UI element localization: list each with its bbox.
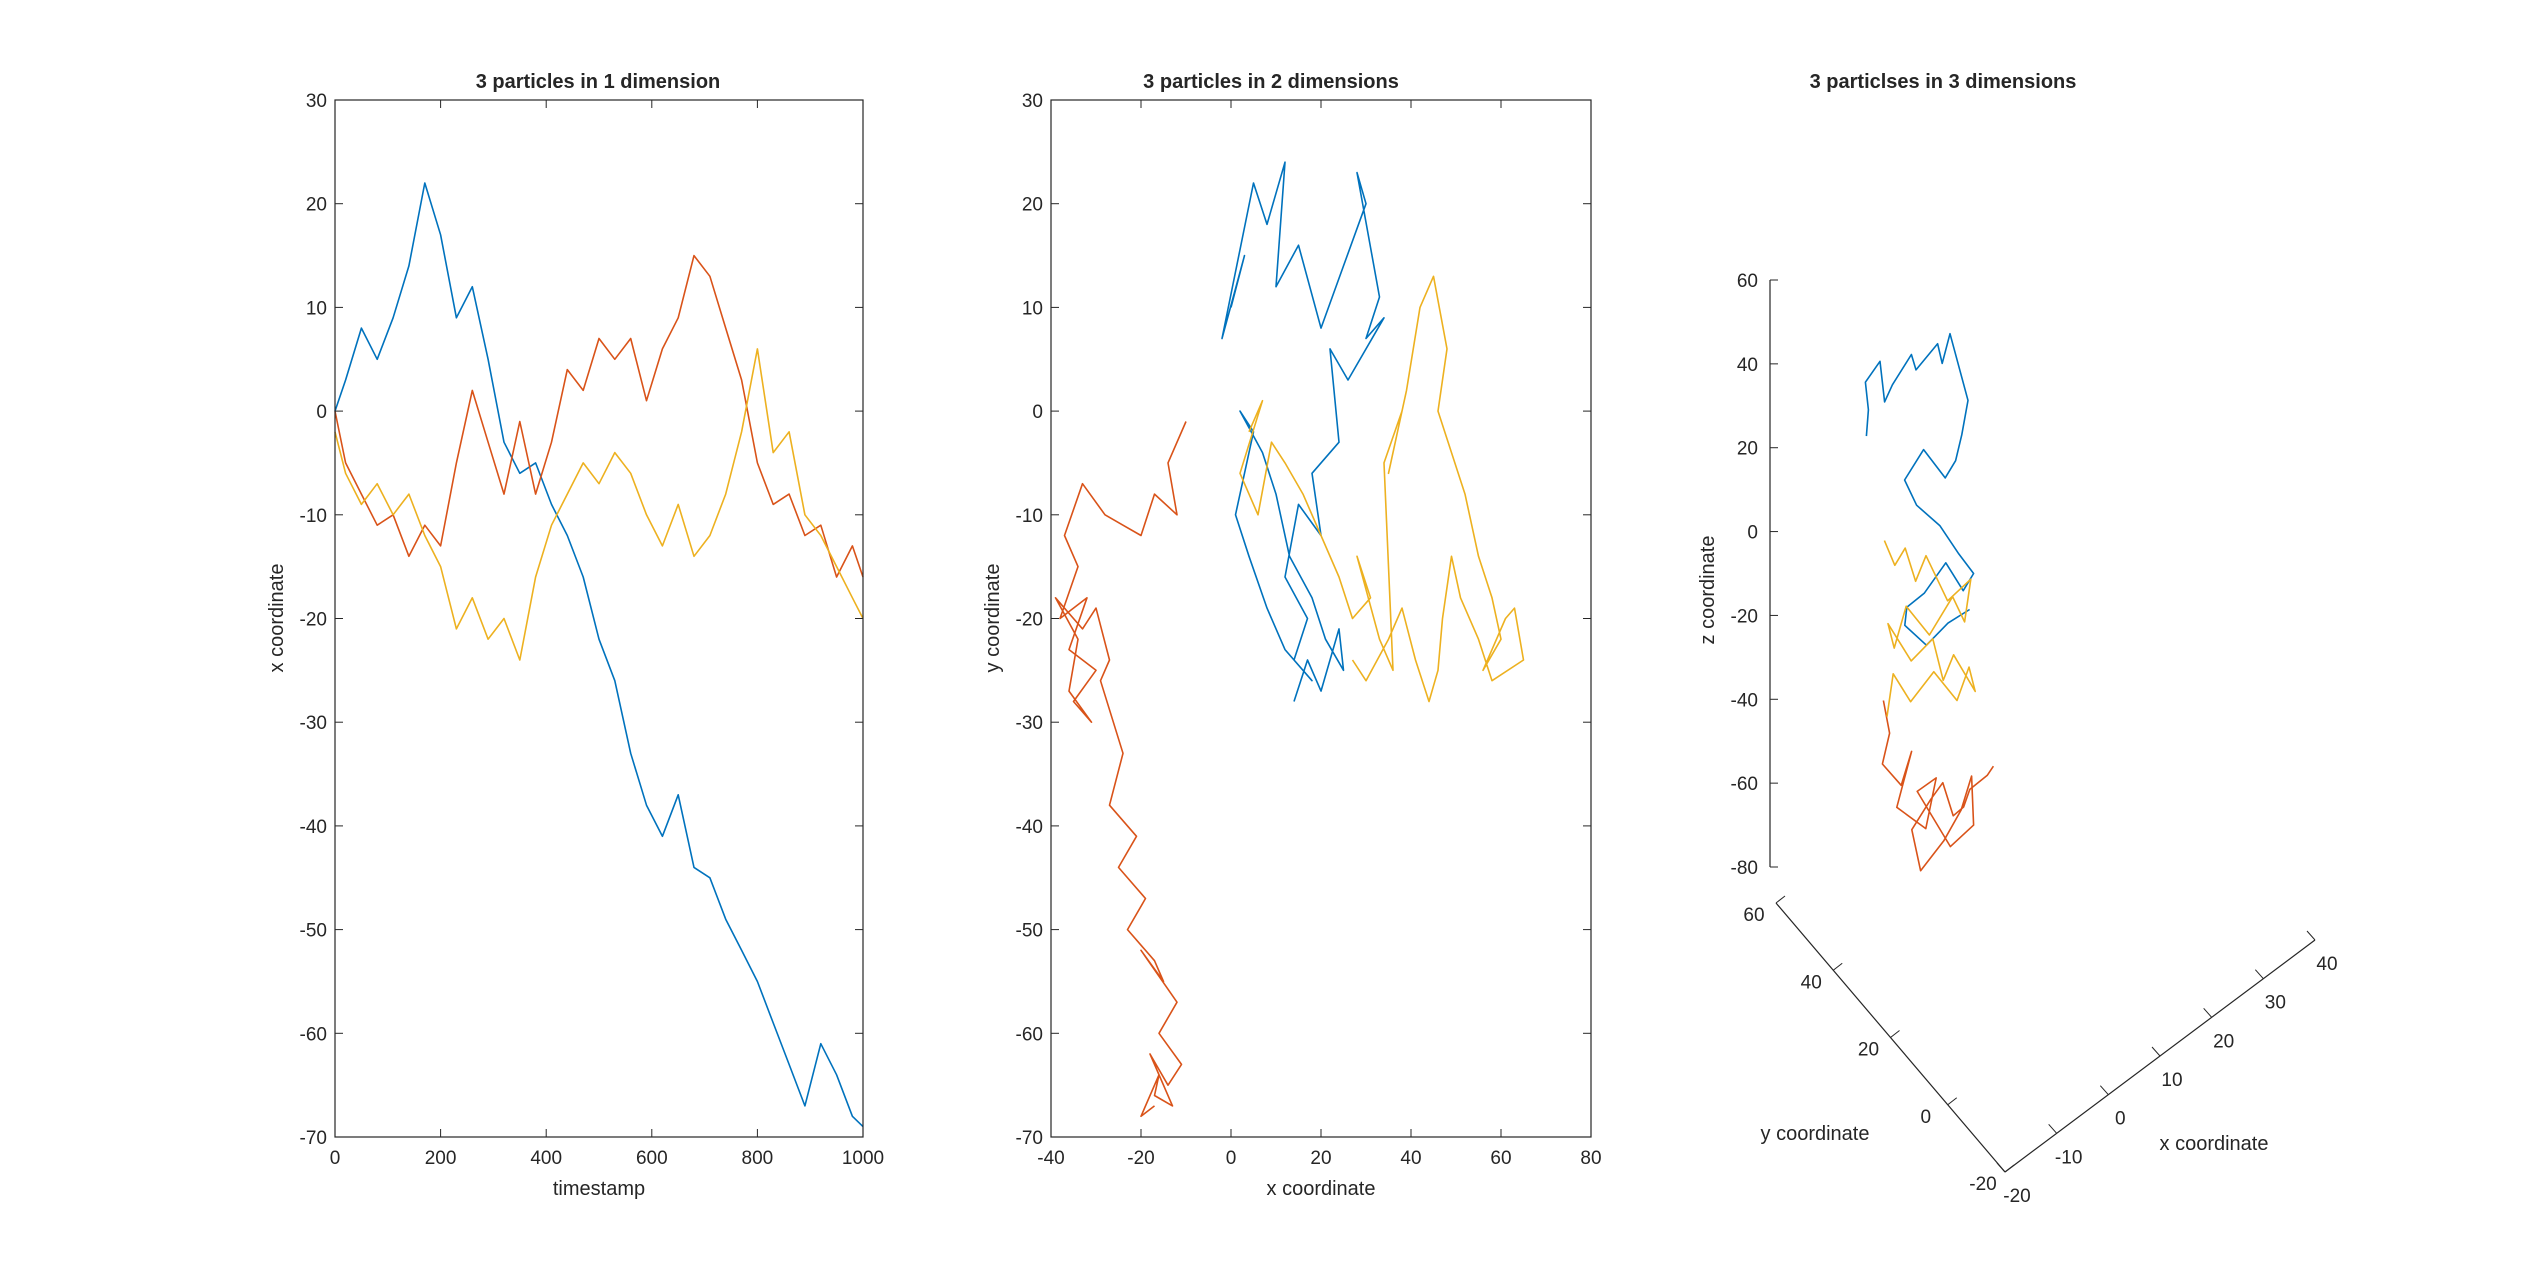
y-tick-mark: [1775, 895, 1786, 904]
z-tick-label: -60: [1731, 774, 1758, 795]
z-tick-label: -80: [1731, 858, 1758, 879]
y-tick-mark: [1832, 962, 1843, 971]
y-tick-label: 60: [1743, 905, 1764, 926]
subplot-3d-plot-area: [1864, 332, 1995, 872]
subplot-2d-x-ticks: -40 -20 0 20 40 60 80: [1037, 100, 1602, 1169]
subplot-2d-title: 3 particles in 2 dimensions: [1143, 71, 1399, 93]
x-tick-label: 0: [2115, 1109, 2126, 1130]
y-tick-label: -50: [1016, 921, 1043, 942]
x-tick-label: 40: [1400, 1148, 1421, 1169]
y-tick-mark: [1890, 1030, 1900, 1038]
y-tick-label: 20: [1022, 195, 1043, 216]
y-tick-label: -40: [1016, 817, 1043, 838]
x-tick-mark: [2254, 969, 2264, 979]
series-line-3d-1: [1864, 332, 1975, 647]
subplot-3d-z-label: z coordinate: [1697, 536, 1719, 645]
z-tick-label: -40: [1731, 690, 1758, 711]
x-tick-label: 40: [2316, 954, 2337, 975]
subplot-1d-y-ticks: -70 -60 -50 -40 -30 -20 -10 0 10 20 30: [300, 91, 863, 1149]
y-tick-label: 30: [1022, 91, 1043, 112]
y-tick-label: -10: [300, 506, 327, 527]
y-tick-label: -20: [1016, 610, 1043, 631]
y-tick-label: -60: [300, 1024, 327, 1045]
subplot-3d-title: 3 particlses in 3 dimensions: [1810, 71, 2077, 93]
x-tick-label: 20: [2213, 1031, 2234, 1052]
x-tick-mark: [2203, 1008, 2213, 1018]
y-tick-label: -70: [300, 1128, 327, 1149]
x-tick-label: 20: [1310, 1148, 1331, 1169]
x-tick-label: 400: [530, 1148, 562, 1169]
x-tick-label: 80: [1580, 1148, 1601, 1169]
z-tick-label: 60: [1737, 271, 1758, 292]
y-tick-label: 10: [306, 298, 327, 319]
x-tick-label: -10: [2055, 1147, 2082, 1168]
subplot-2d-y-ticks: -70 -60 -50 -40 -30 -20 -10 0 10 20 30: [1016, 91, 1591, 1149]
subplot-1d-title: 3 particles in 1 dimension: [476, 71, 721, 93]
x-tick-mark: [2151, 1046, 2161, 1057]
z-tick-label: 0: [1747, 523, 1758, 544]
y-tick-label: -60: [1016, 1024, 1043, 1045]
y-tick-mark: [1947, 1097, 1958, 1106]
y-tick-label: 0: [1920, 1107, 1931, 1128]
x-tick-label: 10: [2161, 1070, 2182, 1091]
x-tick-label: 60: [1490, 1148, 1511, 1169]
x-tick-mark: [2306, 930, 2316, 941]
subplot-2d: 3 particles in 2 dimensions -40 -20 0 20 40 6…: [982, 71, 1602, 1200]
y-tick-label: -20: [1969, 1174, 1996, 1195]
x-tick-label: 30: [2265, 993, 2286, 1014]
subplot-1d-x-label: timestamp: [553, 1178, 645, 1200]
series-line-1: [334, 182, 864, 1128]
y-tick-label: -30: [300, 713, 327, 734]
subplot-3d-x-label: x coordinate: [2160, 1133, 2269, 1155]
y-tick-label: 0: [316, 402, 327, 423]
subplot-3d-y-label: y coordinate: [1761, 1123, 1870, 1145]
series-line-2: [334, 254, 864, 578]
subplot-1d-plot-area: [334, 182, 864, 1128]
y-tick-label: -30: [1016, 713, 1043, 734]
y-tick-label: -70: [1016, 1128, 1043, 1149]
subplot-3d: 3 particlses in 3 dimensions -20 -10 0 10 20…: [1697, 71, 2338, 1207]
y-tick-label: 40: [1801, 972, 1822, 993]
subplot-2d-x-label: x coordinate: [1267, 1178, 1376, 1200]
subplot-2d-plot-area: [1054, 161, 1525, 1118]
subplot-1d: 3 particles in 1 dimension 0 200 400 600 800…: [266, 71, 884, 1200]
z-tick-label: -20: [1731, 606, 1758, 627]
x-tick-label: -40: [1037, 1148, 1064, 1169]
x-tick-label: 800: [742, 1148, 774, 1169]
series-line-3: [1239, 275, 1525, 703]
series-line-3: [334, 348, 864, 661]
series-line-1: [1221, 161, 1385, 702]
y-tick-label: -40: [300, 817, 327, 838]
x-tick-label: 600: [636, 1148, 668, 1169]
y-tick-label: 0: [1032, 402, 1043, 423]
series-line-2: [1054, 421, 1187, 1118]
series-line-3d-3: [1883, 540, 1976, 717]
y-tick-mark: [2004, 1164, 2015, 1173]
series-line-3d-2: [1881, 700, 1995, 872]
x-tick-mark: [2048, 1124, 2058, 1134]
subplot-3d-axes: -20 -10 0 10 20 30 40 -20 0 20 40 60 -80 -60 -40 -20 0 20…: [1731, 271, 2338, 1207]
z-tick-label: 20: [1737, 439, 1758, 460]
subplot-1d-y-label: x coordinate: [266, 564, 288, 673]
x-tick-mark: [2099, 1085, 2109, 1095]
x-tick-label: 1000: [842, 1148, 884, 1169]
y-tick-label: -20: [300, 610, 327, 631]
z-tick-label: 40: [1737, 355, 1758, 376]
subplot-1d-x-ticks: 0 200 400 600 800 1000: [330, 100, 884, 1169]
y-tick-label: 30: [306, 91, 327, 112]
y-tick-label: 20: [1858, 1040, 1879, 1061]
x-tick-label: -20: [2003, 1186, 2030, 1207]
y-tick-label: 10: [1022, 298, 1043, 319]
subplot-2d-y-label: y coordinate: [982, 564, 1004, 673]
y-tick-label: -10: [1016, 506, 1043, 527]
x-tick-label: 200: [425, 1148, 457, 1169]
x-tick-label: -20: [1127, 1148, 1154, 1169]
y-tick-label: 20: [306, 195, 327, 216]
y-tick-label: -50: [300, 921, 327, 942]
x-tick-mark: [1996, 1162, 2006, 1173]
x-tick-label: 0: [1226, 1148, 1237, 1169]
x-tick-label: 0: [330, 1148, 341, 1169]
